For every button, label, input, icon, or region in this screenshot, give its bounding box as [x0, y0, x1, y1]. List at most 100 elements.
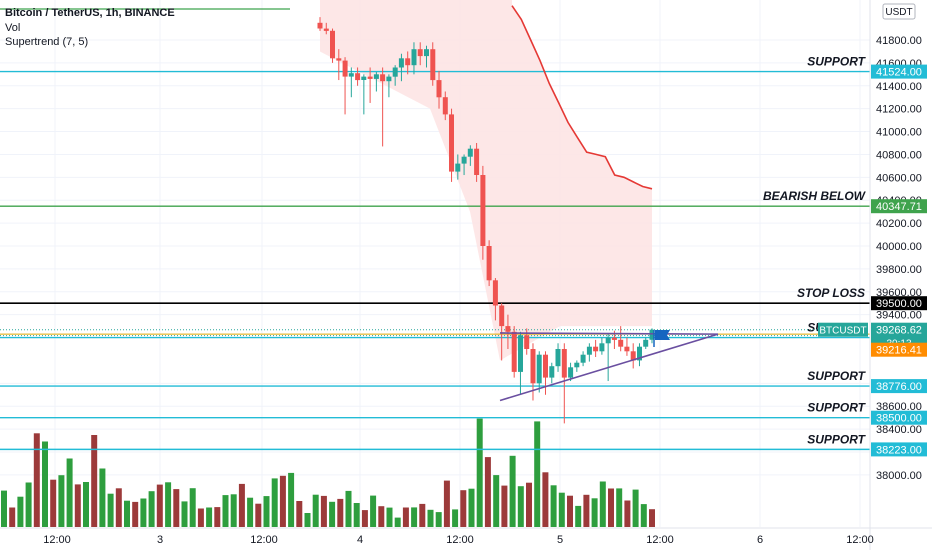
level-price-value: 39500.00	[876, 298, 922, 310]
candle-body	[630, 351, 636, 361]
candle-body	[336, 58, 342, 61]
volume-bar	[501, 485, 508, 527]
y-tick-label: 38600.00	[876, 401, 922, 413]
candle-body	[643, 339, 649, 347]
volume-bar	[304, 513, 311, 527]
candle-body	[580, 354, 586, 363]
candle-body	[436, 80, 442, 98]
flag-icon[interactable]	[653, 330, 670, 347]
x-tick-label: 12:00	[446, 534, 474, 546]
x-tick-label: 6	[757, 534, 763, 546]
time-axis[interactable]: 12:00 3 12:00 4 12:00 5 12:00 6 12:00	[0, 527, 932, 546]
level-name-5: SUPPORT	[807, 401, 866, 415]
volume-bar	[238, 483, 245, 527]
y-tick-label: 39800.00	[876, 264, 922, 276]
y-tick-label: 40000.00	[876, 241, 922, 253]
candle-body	[555, 349, 561, 367]
volume-bar	[484, 457, 491, 527]
candle-body	[499, 305, 505, 327]
candle-body	[417, 49, 423, 57]
candle-body	[398, 58, 404, 68]
volume-bar	[575, 505, 582, 527]
volume-bar	[460, 490, 467, 527]
volume-bar	[624, 500, 631, 527]
candle-body	[392, 67, 398, 77]
volume-bar	[411, 507, 418, 527]
level-price-tag	[871, 64, 927, 79]
candle-body	[518, 335, 523, 372]
indicator-vol-label: Vol	[5, 22, 20, 34]
candle-body	[380, 74, 386, 82]
candle-body	[424, 49, 429, 57]
volume-bar	[452, 509, 459, 527]
volume-bar	[542, 472, 549, 527]
volume-bar	[378, 506, 385, 527]
level-price-tag	[871, 410, 927, 425]
volume-bar	[222, 495, 229, 527]
volume-bar	[58, 475, 65, 527]
candle-body	[505, 326, 511, 332]
x-tick-label: 12:00	[43, 534, 71, 546]
candle-body	[348, 73, 354, 77]
volume-bar	[427, 509, 434, 527]
volume-bar	[526, 482, 532, 527]
volume-bar	[632, 489, 639, 527]
candlestick-series	[317, 17, 655, 424]
level-price-value: 41524.00	[876, 67, 922, 79]
indicator-supertrend-label: Supertrend (7, 5)	[5, 36, 88, 48]
last-price-value: 39268.62	[876, 325, 922, 337]
level-name-1: BEARISH BELOW	[763, 189, 867, 203]
y-tick-label: 41200.00	[876, 104, 922, 116]
volume-bar	[599, 481, 606, 527]
volume-bar	[312, 494, 319, 527]
price-axis[interactable]: 41800.0041600.0041400.0041200.0041000.00…	[818, 0, 927, 550]
trendlines[interactable]	[499, 332, 719, 402]
volume-bar	[17, 496, 24, 527]
volume-bar	[534, 421, 541, 527]
volume-bar	[493, 475, 500, 527]
volume-bar	[255, 503, 262, 527]
level-price-tag	[871, 379, 927, 394]
supertrend-fill	[320, 0, 652, 361]
volume-bar	[247, 497, 254, 527]
volume-bar	[230, 494, 237, 527]
candle-body	[492, 280, 498, 306]
volume-bar	[509, 455, 516, 527]
marker-price-value: 39216.41	[876, 345, 922, 357]
candle-body	[367, 76, 373, 79]
y-tick-label: 40800.00	[876, 149, 922, 161]
y-tick-label: 38000.00	[876, 470, 922, 482]
resistance-trendline[interactable]	[499, 332, 719, 335]
x-tick-label: 12:00	[846, 534, 874, 546]
volume-bar	[402, 507, 409, 527]
volume-bar	[124, 500, 130, 527]
candle-body	[455, 163, 461, 172]
volume-bar	[476, 418, 483, 527]
volume-bar	[468, 488, 475, 527]
y-tick-label: 39600.00	[876, 287, 922, 299]
volume-bar	[517, 486, 524, 527]
candle-body	[543, 354, 548, 378]
y-tick-label: 40200.00	[876, 218, 922, 230]
candle-body	[317, 22, 323, 29]
candle-body	[536, 354, 542, 384]
ascending-trendline[interactable]	[499, 333, 719, 402]
volume-bar	[320, 495, 327, 527]
volume-bar	[197, 508, 204, 527]
y-tick-label: 38400.00	[876, 424, 922, 436]
symbol-tag-label: BTCUSDT	[819, 326, 866, 337]
volume-bar	[9, 507, 16, 527]
volume-bar	[386, 507, 393, 527]
volume-bar	[608, 488, 614, 527]
volume-bar	[279, 475, 286, 527]
candle-body	[373, 74, 379, 79]
y-tick-label: 41400.00	[876, 81, 922, 93]
currency-badge[interactable]: USDT	[882, 3, 916, 20]
level-name-0: SUPPORT	[807, 55, 866, 69]
x-tick-label: 12:00	[646, 534, 674, 546]
candle-body	[330, 30, 335, 59]
candle-body	[467, 148, 473, 157]
volume-bar	[296, 501, 303, 527]
candle-body	[449, 114, 454, 172]
